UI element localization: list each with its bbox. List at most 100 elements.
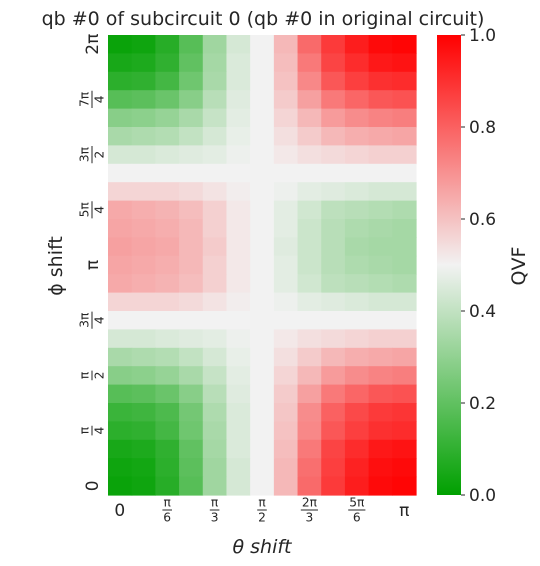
y-tick-label: π — [83, 260, 103, 270]
colorbar — [437, 35, 461, 495]
heatmap-cell — [297, 219, 322, 238]
heatmap-cell — [250, 71, 275, 91]
y-tick-label: 3π 2 — [78, 146, 107, 164]
svg-text:5π: 5π — [349, 496, 365, 510]
heatmap-cell — [273, 366, 299, 386]
heatmap-cell — [344, 403, 370, 422]
y-tick-label: 0 — [83, 480, 103, 491]
heatmap-cell — [250, 274, 275, 294]
x-tick-label: 0 — [114, 501, 125, 521]
heatmap-cell — [226, 384, 251, 404]
heatmap-cell — [297, 182, 322, 202]
heatmap-cell — [155, 347, 180, 367]
heatmap-cell — [202, 71, 228, 91]
heatmap-cell — [368, 145, 393, 165]
heatmap-cell — [321, 384, 346, 404]
heatmap-cell — [226, 329, 251, 349]
svg-text:4: 4 — [93, 426, 107, 434]
heatmap-cell — [297, 255, 322, 275]
heatmap-cell — [226, 347, 251, 367]
heatmap-cell — [344, 329, 370, 349]
heatmap-cell — [273, 347, 299, 367]
heatmap-cell — [155, 90, 180, 110]
heatmap-cell — [344, 90, 370, 110]
x-tick-label: 5π6 — [348, 496, 366, 525]
svg-text:4: 4 — [93, 95, 107, 103]
y-tick-label: 7π 4 — [78, 90, 107, 108]
heatmap-cell — [179, 53, 204, 73]
heatmap-cell — [344, 421, 370, 441]
heatmap-cell — [108, 108, 133, 128]
heatmap-cell — [297, 163, 322, 183]
heatmap-cell — [179, 403, 204, 422]
heatmap-cell — [155, 274, 180, 294]
heatmap-cell — [226, 219, 251, 238]
heatmap-cell — [179, 163, 204, 183]
heatmap-cell — [179, 476, 204, 496]
heatmap-cell — [368, 421, 393, 441]
heatmap-cell — [108, 163, 133, 183]
heatmap-cell — [226, 403, 251, 422]
heatmap-cell — [131, 145, 156, 165]
heatmap-cell — [250, 255, 275, 275]
heatmap-cell — [250, 366, 275, 386]
heatmap-cell — [392, 71, 417, 91]
heatmap-cell — [297, 311, 322, 330]
heatmap-cell — [179, 71, 204, 91]
heatmap-cell — [226, 182, 251, 202]
svg-text:π: π — [399, 501, 409, 521]
heatmap-cell — [250, 403, 275, 422]
heatmap-cell — [392, 90, 417, 110]
y-axis-label: ϕ shift — [45, 236, 67, 296]
svg-text:3π: 3π — [78, 146, 92, 162]
heatmap-cell — [179, 127, 204, 146]
heatmap-cell — [297, 53, 322, 73]
heatmap-cell — [108, 90, 133, 110]
heatmap-cell — [344, 458, 370, 478]
heatmap-cell — [108, 127, 133, 146]
heatmap-cell — [392, 200, 417, 220]
svg-text:2: 2 — [93, 372, 107, 380]
heatmap-cell — [368, 219, 393, 238]
heatmap-cell — [250, 458, 275, 478]
heatmap-cell — [297, 71, 322, 91]
heatmap-cell — [250, 292, 275, 312]
heatmap-cell — [226, 108, 251, 128]
heatmap-cell — [108, 439, 133, 459]
heatmap-cell — [179, 200, 204, 220]
heatmap-cell — [297, 35, 322, 54]
heatmap-cell — [250, 347, 275, 367]
heatmap-cell — [250, 329, 275, 349]
heatmap-cell — [131, 127, 156, 146]
heatmap-cell — [155, 108, 180, 128]
heatmap-cell — [392, 384, 417, 404]
heatmap-cell — [368, 53, 393, 73]
heatmap-cell — [131, 219, 156, 238]
heatmap-cell — [226, 163, 251, 183]
heatmap-cell — [321, 311, 346, 330]
heatmap-cell — [344, 292, 370, 312]
heatmap-cell — [131, 274, 156, 294]
heatmap-cell — [392, 127, 417, 146]
heatmap-cell — [179, 90, 204, 110]
heatmap-cell — [179, 182, 204, 202]
heatmap-cell — [368, 255, 393, 275]
heatmap-cell — [131, 403, 156, 422]
heatmap-cell — [202, 163, 228, 183]
heatmap-cell — [392, 35, 417, 54]
heatmap-cell — [179, 35, 204, 54]
heatmap-cell — [344, 145, 370, 165]
svg-text:π: π — [211, 496, 219, 510]
heatmap-cell — [155, 163, 180, 183]
heatmap-cell — [108, 237, 133, 257]
heatmap-cell — [297, 274, 322, 294]
x-axis-label: θ shift — [232, 536, 293, 558]
heatmap-cell — [273, 403, 299, 422]
heatmap-cell — [273, 329, 299, 349]
heatmap-cell — [226, 292, 251, 312]
heatmap-cell — [368, 274, 393, 294]
svg-text:0: 0 — [83, 480, 103, 491]
heatmap-cell — [321, 347, 346, 367]
heatmap-cell — [155, 182, 180, 202]
